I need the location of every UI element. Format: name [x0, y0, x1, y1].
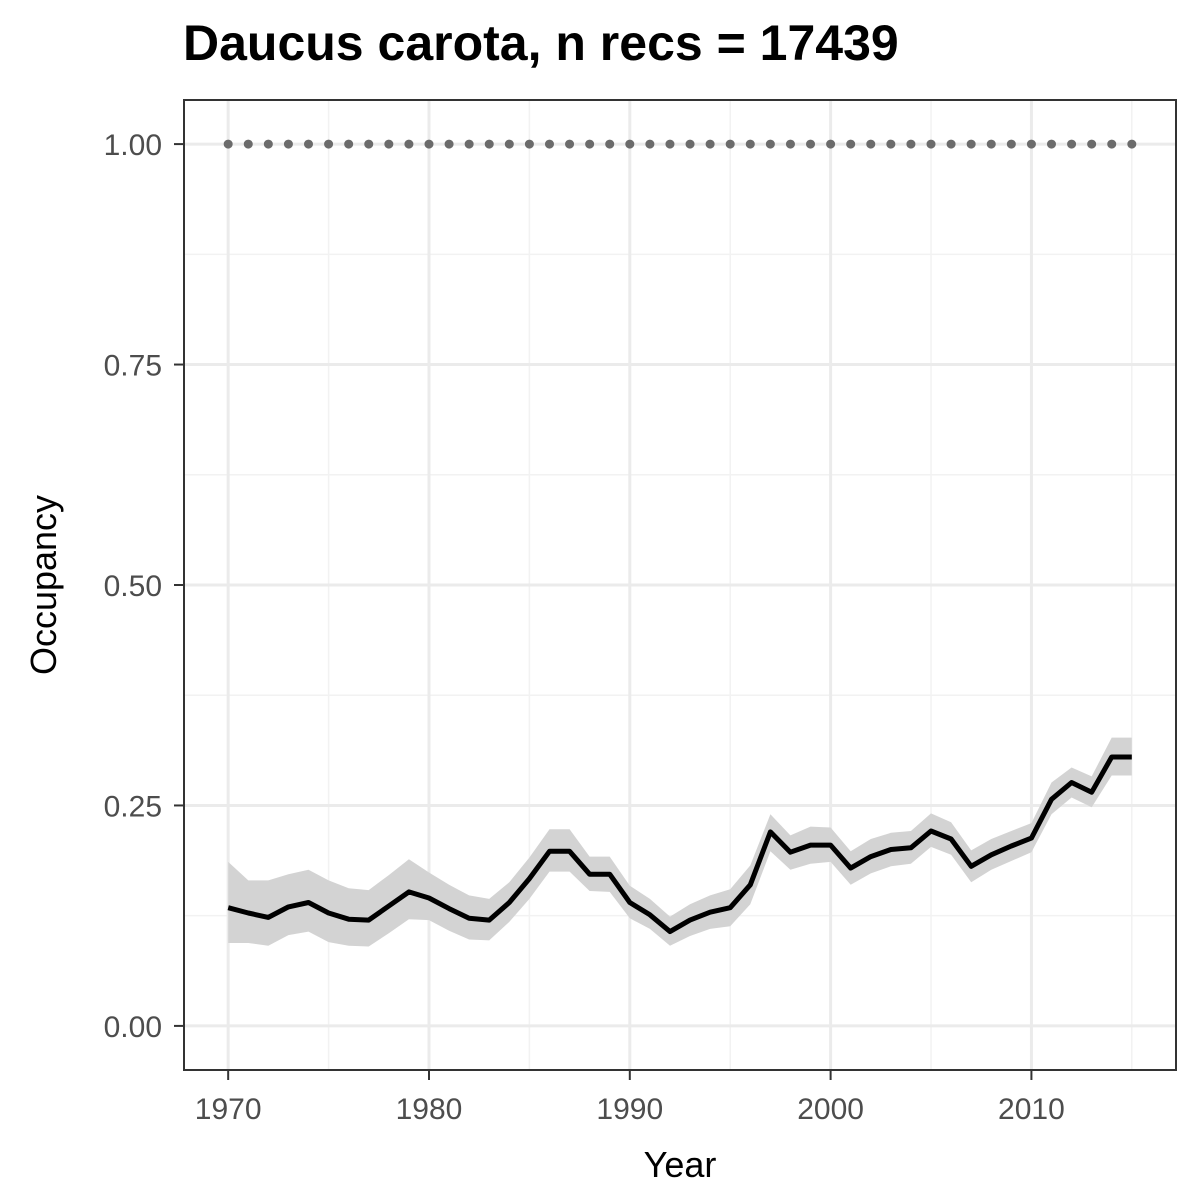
reference-point: [1006, 139, 1016, 149]
reference-point: [966, 139, 976, 149]
chart-title: Daucus carota, n recs = 17439: [183, 15, 899, 71]
x-tick-label: 1990: [596, 1093, 663, 1126]
reference-dotted-line: [223, 139, 1137, 149]
reference-point: [1087, 139, 1097, 149]
x-tick-label: 2000: [797, 1093, 864, 1126]
reference-point: [745, 139, 755, 149]
reference-point: [866, 139, 876, 149]
reference-point: [424, 139, 434, 149]
y-tick-label: 0.00: [104, 1011, 162, 1044]
reference-point: [725, 139, 735, 149]
reference-point: [1026, 139, 1036, 149]
reference-point: [705, 139, 715, 149]
occupancy-trend-line: [227, 754, 1132, 935]
reference-point: [625, 139, 635, 149]
reference-point: [1067, 139, 1077, 149]
reference-point: [364, 139, 374, 149]
reference-point: [765, 139, 775, 149]
x-tick-label: 2010: [998, 1093, 1065, 1126]
reference-point: [444, 139, 454, 149]
y-axis: 0.00 0.25 0.50 0.75 1.00: [104, 129, 184, 1044]
reference-point: [1107, 139, 1117, 149]
reference-point: [344, 139, 354, 149]
reference-point: [585, 139, 595, 149]
reference-point: [524, 139, 534, 149]
reference-point: [665, 139, 675, 149]
reference-point: [886, 139, 896, 149]
reference-point: [283, 139, 293, 149]
reference-point: [906, 139, 916, 149]
reference-point: [826, 139, 836, 149]
reference-point: [324, 139, 334, 149]
reference-point: [404, 139, 414, 149]
y-tick-label: 0.50: [104, 570, 162, 603]
y-tick-label: 0.25: [104, 790, 162, 823]
reference-point: [605, 139, 615, 149]
reference-point: [986, 139, 996, 149]
x-axis-title: Year: [644, 1144, 717, 1185]
reference-point: [464, 139, 474, 149]
reference-point: [544, 139, 554, 149]
reference-point: [384, 139, 394, 149]
reference-point: [263, 139, 273, 149]
reference-point: [565, 139, 575, 149]
confidence-ribbon: [228, 737, 1132, 947]
y-tick-label: 0.75: [104, 350, 162, 383]
reference-point: [685, 139, 695, 149]
reference-point: [484, 139, 494, 149]
reference-point: [645, 139, 655, 149]
reference-point: [223, 139, 233, 149]
reference-point: [243, 139, 253, 149]
reference-point: [846, 139, 856, 149]
x-tick-label: 1970: [195, 1093, 262, 1126]
reference-point: [1046, 139, 1056, 149]
reference-point: [304, 139, 314, 149]
y-tick-label: 1.00: [104, 129, 162, 162]
reference-point: [806, 139, 816, 149]
reference-point: [946, 139, 956, 149]
reference-point: [926, 139, 936, 149]
y-axis-title: Occupancy: [23, 495, 64, 675]
reference-point: [1127, 139, 1137, 149]
x-axis: 1970 1980 1990 2000 2010: [195, 1070, 1065, 1126]
reference-point: [504, 139, 514, 149]
reference-point: [785, 139, 795, 149]
x-tick-label: 1980: [396, 1093, 463, 1126]
